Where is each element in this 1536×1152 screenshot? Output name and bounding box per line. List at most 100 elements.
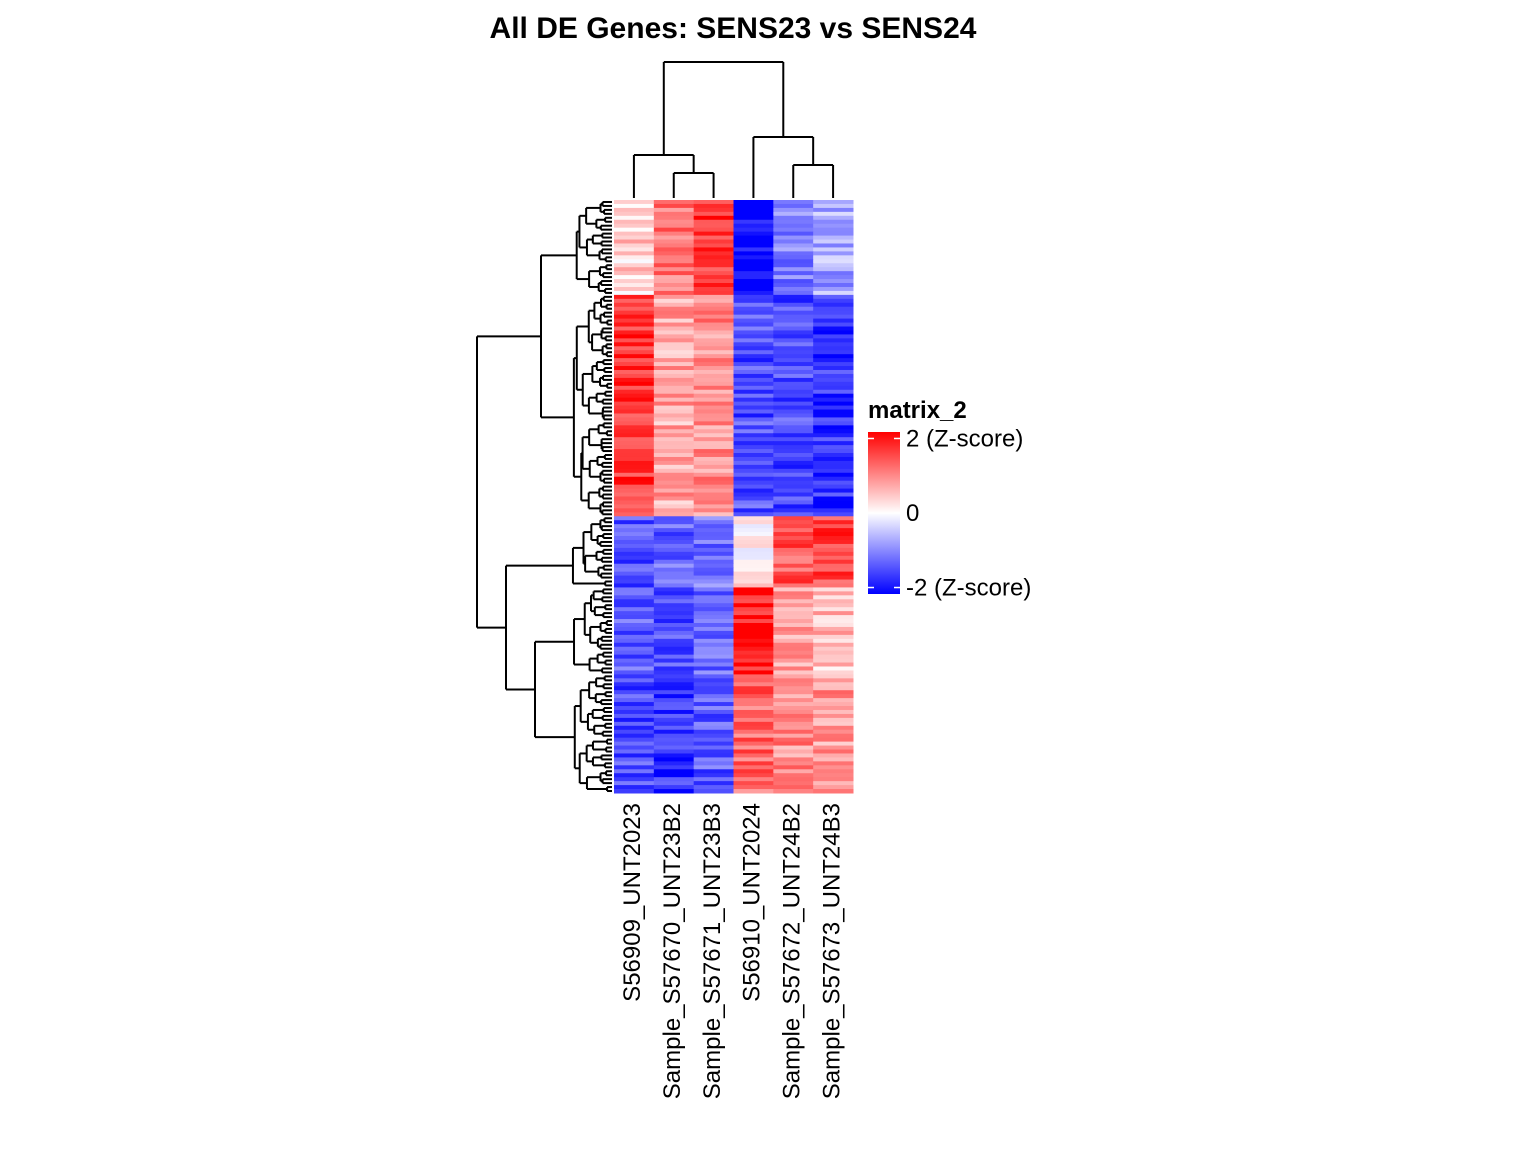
- heatmap-cell: [813, 298, 854, 304]
- heatmap-cell: [773, 634, 814, 640]
- heatmap-cell: [773, 476, 814, 482]
- heatmap-cell: [653, 623, 695, 628]
- heatmap-cell: [614, 721, 655, 727]
- heatmap-cell: [813, 654, 854, 660]
- heatmap-cell: [813, 286, 854, 292]
- heatmap-cell: [733, 476, 774, 482]
- heatmap-cell: [813, 207, 854, 213]
- heatmap-cell: [614, 516, 655, 521]
- heatmap-cell: [733, 366, 774, 371]
- heatmap-cell: [813, 247, 854, 252]
- heatmap-cell: [773, 298, 814, 304]
- heatmap-cell: [614, 698, 655, 703]
- heatmap-cell: [693, 555, 734, 561]
- heatmap-cell: [733, 326, 774, 331]
- heatmap-cell: [733, 255, 774, 260]
- heatmap-cell: [614, 389, 655, 395]
- heatmap-cell: [733, 330, 774, 335]
- heatmap-cell: [773, 453, 814, 458]
- heatmap-cell: [693, 429, 734, 434]
- heatmap-cell: [813, 369, 854, 375]
- heatmap-cell: [693, 401, 734, 407]
- heatmap-cell: [773, 773, 814, 778]
- heatmap-cell: [813, 263, 854, 268]
- heatmap-cell: [653, 350, 695, 355]
- heatmap-cell: [653, 761, 695, 766]
- heatmap-cell: [733, 425, 774, 430]
- heatmap-cell: [733, 211, 774, 217]
- heatmap-cell: [773, 516, 814, 521]
- heatmap-cell: [614, 350, 655, 355]
- heatmap-cell: [813, 662, 854, 667]
- heatmap-cell: [733, 571, 774, 577]
- heatmap-cell: [614, 235, 655, 241]
- heatmap-cell: [733, 595, 774, 600]
- heatmap-cell: [773, 437, 814, 442]
- heatmap-cell: [614, 460, 655, 466]
- heatmap-cell: [773, 536, 814, 541]
- heatmap-cell: [653, 725, 695, 731]
- heatmap-cell: [813, 401, 854, 407]
- heatmap-cell: [733, 508, 774, 513]
- heatmap-cell: [773, 366, 814, 371]
- heatmap-cell: [693, 607, 734, 612]
- heatmap-cell: [614, 476, 655, 482]
- heatmap-cell: [653, 219, 695, 225]
- heatmap-cell: [813, 725, 854, 731]
- heatmap-cell: [614, 662, 655, 667]
- heatmap-cell: [733, 579, 774, 584]
- heatmap-cell: [614, 504, 655, 509]
- heatmap-cell: [653, 520, 695, 525]
- heatmap-cell: [614, 397, 655, 403]
- heatmap-cell: [773, 595, 814, 600]
- heatmap-cell: [653, 539, 695, 545]
- color-legend: matrix_2 2 (Z-score) 0 -2 (Z-score): [868, 397, 1031, 602]
- heatmap-cell: [693, 259, 734, 264]
- heatmap-cell: [813, 559, 854, 565]
- heatmap-cell: [653, 306, 695, 312]
- heatmap-cell: [733, 591, 774, 596]
- heatmap-cell: [733, 709, 774, 715]
- heatmap-cell: [813, 283, 854, 288]
- heatmap-cell: [733, 630, 774, 636]
- heatmap-cell: [693, 381, 734, 387]
- heatmap-cell: [813, 267, 854, 272]
- heatmap-cell: [693, 619, 734, 624]
- heatmap-cell: [653, 654, 695, 660]
- heatmap-cell: [653, 706, 695, 711]
- heatmap-cell: [733, 453, 774, 458]
- heatmap-cell: [733, 512, 774, 517]
- heatmap-cell: [813, 421, 854, 426]
- heatmap-cell: [693, 634, 734, 640]
- heatmap-cell: [733, 239, 774, 244]
- heatmap-row-block: [614, 587, 854, 675]
- heatmap-cell: [693, 306, 734, 312]
- heatmap-cell: [773, 654, 814, 660]
- heatmap-cell: [653, 381, 695, 387]
- heatmap-cell: [773, 615, 814, 620]
- heatmap-row-block: [614, 674, 854, 794]
- heatmap-cell: [614, 381, 655, 387]
- heatmap-cell: [693, 480, 734, 486]
- heatmap-cell: [813, 393, 854, 399]
- heatmap-cell: [614, 306, 655, 312]
- heatmap-cell: [773, 603, 814, 608]
- heatmap-cell: [614, 373, 655, 379]
- heatmap-cell: [653, 551, 695, 557]
- heatmap-cell: [653, 500, 695, 505]
- heatmap-cell: [653, 757, 695, 762]
- heatmap-cell: [693, 445, 734, 450]
- heatmap-cell: [614, 405, 655, 411]
- heatmap-cell: [733, 354, 774, 359]
- heatmap-cell: [733, 615, 774, 620]
- heatmap-cell: [693, 591, 734, 596]
- heatmap-cell: [813, 310, 854, 316]
- heatmap-cell: [693, 231, 734, 237]
- heatmap-cell: [693, 286, 734, 292]
- heatmap-cell: [614, 551, 655, 557]
- heatmap-cell: [653, 492, 695, 497]
- heatmap-cell: [813, 433, 854, 438]
- heatmap-cell: [813, 425, 854, 430]
- heatmap-cell: [614, 781, 655, 786]
- heatmap-cell: [693, 702, 734, 707]
